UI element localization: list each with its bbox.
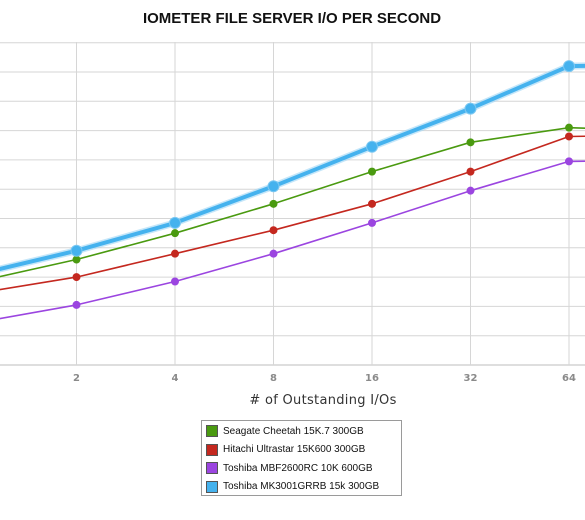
data-point <box>269 249 278 258</box>
series-1 <box>0 123 585 278</box>
chart-title: IOMETER FILE SERVER I/O PER SECOND <box>143 10 441 27</box>
data-point <box>366 140 378 153</box>
legend-label: Toshiba MK3001GRRB 15k 300GB <box>223 481 380 493</box>
legend-label: Seagate Cheetah 15K.7 300GB <box>223 425 364 437</box>
data-point <box>368 199 376 208</box>
series-4 <box>0 60 585 273</box>
data-point <box>171 229 179 238</box>
x-tick-label: 2 <box>73 373 80 384</box>
data-point <box>72 255 81 264</box>
plot-area <box>0 42 585 365</box>
series-layer <box>0 60 585 320</box>
series-line <box>0 63 585 272</box>
data-point <box>169 216 181 229</box>
x-tick-label: 32 <box>464 373 478 384</box>
legend-swatch <box>206 480 218 493</box>
legend-label: Hitachi Ultrastar 15K600 300GB <box>223 444 366 456</box>
data-point <box>171 277 179 286</box>
data-point <box>466 138 475 147</box>
data-point <box>72 300 81 309</box>
x-tick-label: 4 <box>172 373 179 384</box>
legend-swatch <box>206 462 218 475</box>
data-point <box>563 60 575 73</box>
data-point <box>565 157 573 166</box>
legend-label: Toshiba MBF2600RC 10K 600GB <box>223 462 373 474</box>
data-point <box>171 249 179 258</box>
legend-swatch <box>206 425 218 438</box>
x-tick-label: 16 <box>365 373 379 384</box>
data-point <box>466 167 475 176</box>
series-line <box>0 160 585 320</box>
legend-item: Toshiba MK3001GRRB 15k 300GB <box>202 478 401 497</box>
x-tick-label: 8 <box>270 373 277 384</box>
series-3 <box>0 157 585 320</box>
series-line <box>0 126 585 278</box>
legend: Seagate Cheetah 15K.7 300GB Hitachi Ultra… <box>201 420 402 496</box>
data-point <box>269 199 278 208</box>
data-point <box>565 123 573 132</box>
data-point <box>70 244 83 257</box>
data-point <box>368 218 376 227</box>
grid <box>0 42 585 366</box>
legend-swatch <box>206 443 218 456</box>
legend-item: Seagate Cheetah 15K.7 300GB <box>202 422 401 441</box>
data-point <box>466 186 475 195</box>
x-tick-label: 64 <box>562 373 576 384</box>
data-point <box>72 273 81 282</box>
x-axis-title: # of Outstanding I/Os <box>249 393 396 408</box>
data-point <box>269 226 278 235</box>
data-point <box>368 167 376 176</box>
data-point <box>267 180 280 193</box>
data-point <box>464 102 477 115</box>
x-tick-labels: 2 4 8 16 32 64 <box>73 373 576 384</box>
legend-item: Hitachi Ultrastar 15K600 300GB <box>202 441 401 460</box>
series-line <box>0 135 585 291</box>
series-2 <box>0 132 585 291</box>
data-point <box>565 132 573 141</box>
legend-item: Toshiba MBF2600RC 10K 600GB <box>202 459 401 478</box>
